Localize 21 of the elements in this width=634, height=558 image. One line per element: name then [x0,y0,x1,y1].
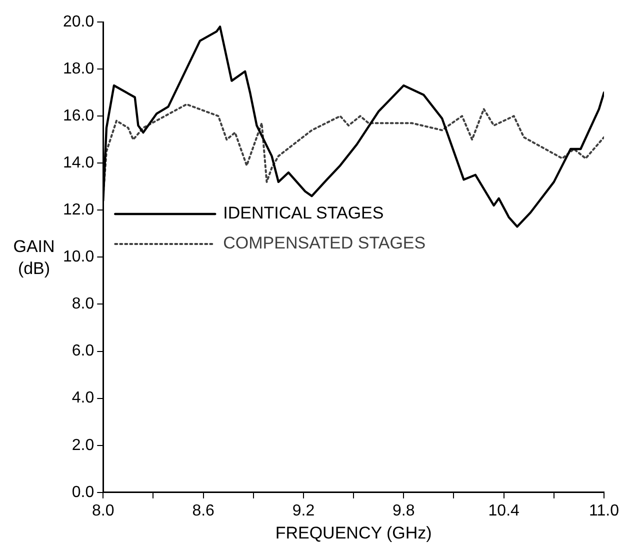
y-tick-label: 14.0 [63,154,94,172]
x-tick-label: 10.4 [488,502,520,520]
text: COMPENSATED STAGES [223,234,426,253]
y-tick-label: 12.0 [63,202,94,219]
y-tick-label: 6.0 [72,342,94,360]
x-tick-label: 8.0 [92,502,114,520]
x-axis-title: FREQUENCY (GHz) [275,523,432,542]
y-tick-label: 10.0 [63,248,94,266]
series-label: IDENTICAL STAGES [223,204,384,223]
y-tick-label: 20.0 [63,13,94,30]
y-tick-label: 4.0 [72,390,94,407]
x-tick-label: 9.2 [292,502,315,520]
y-tick-label: 8.0 [72,296,94,313]
y-tick-label: 2.0 [72,436,94,454]
x-tick-label: 8.6 [192,502,215,520]
y-tick-label: 18.0 [63,60,94,78]
y-tick-label: 16.0 [63,107,94,124]
x-tick-label: 11.0 [589,502,620,520]
y-tick-label: 0.0 [72,484,94,501]
x-tick-label: 9.8 [392,502,415,520]
y-axis-title: GAIN (dB) [12,236,56,280]
